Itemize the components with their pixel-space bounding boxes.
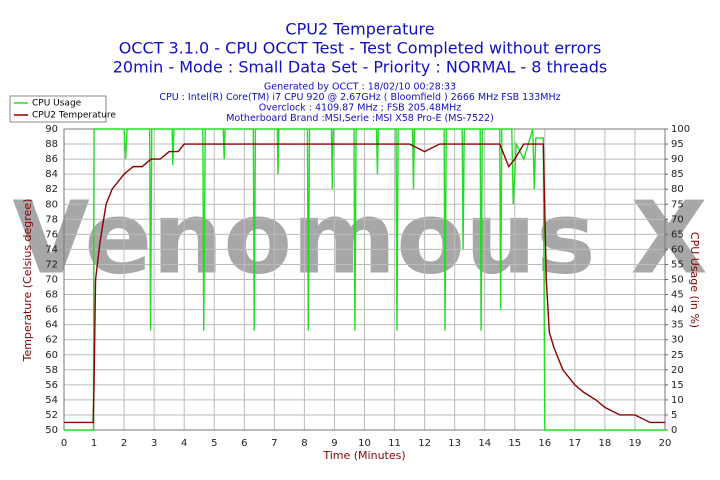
y-tick-label: 90 [45, 124, 58, 135]
legend-label: CPU2 Temperature [32, 111, 116, 121]
y2-tick-label: 40 [671, 305, 684, 316]
y-tick-label: 66 [45, 305, 58, 316]
x-tick-label: 15 [508, 438, 521, 449]
y2-tick-label: 80 [671, 184, 684, 195]
y2-tick-label: 85 [671, 169, 684, 180]
y2-tick-label: 50 [671, 275, 684, 286]
x-tick-label: 14 [478, 438, 491, 449]
y-tick-label: 78 [45, 214, 58, 225]
y2-tick-label: 25 [671, 350, 684, 361]
y2-tick-label: 65 [671, 229, 684, 240]
y-tick-label: 84 [45, 169, 58, 180]
legend-box [9, 95, 107, 123]
y-tick-label: 68 [45, 290, 58, 301]
y2-tick-label: 35 [671, 320, 684, 331]
y-tick-label: 56 [45, 380, 58, 391]
y2-tick-label: 20 [671, 365, 684, 376]
y-axis-label: Temperature (Celsius degree) [21, 199, 34, 363]
y-tick-label: 86 [45, 154, 58, 165]
y2-tick-label: 5 [671, 410, 677, 421]
y-tick-label: 64 [45, 320, 58, 331]
y-tick-label: 74 [45, 244, 58, 255]
x-tick-label: 9 [331, 438, 337, 449]
y2-tick-label: 0 [671, 425, 677, 436]
y-tick-label: 82 [45, 184, 58, 195]
y2-tick-label: 70 [671, 214, 684, 225]
y2-tick-label: 90 [671, 154, 684, 165]
y-tick-label: 62 [45, 335, 58, 346]
x-tick-label: 8 [301, 438, 307, 449]
x-tick-label: 12 [418, 438, 431, 449]
x-tick-label: 3 [151, 438, 157, 449]
y2-tick-label: 55 [671, 259, 684, 270]
watermark: Venomous X [12, 179, 707, 296]
data-line [64, 143, 665, 424]
y-tick-label: 80 [45, 199, 58, 210]
data-line [64, 128, 665, 431]
x-tick-label: 19 [629, 438, 642, 449]
x-tick-label: 17 [568, 438, 581, 449]
chart-subtitle: OCCT 3.1.0 - CPU OCCT Test - Test Comple… [119, 39, 602, 58]
chart-subtitle: 20min - Mode : Small Data Set - Priority… [113, 58, 608, 77]
y2-tick-label: 15 [671, 380, 684, 391]
y2-tick-label: 30 [671, 335, 684, 346]
info-line: CPU : Intel(R) Core(TM) i7 CPU 920 @ 2.6… [159, 92, 560, 103]
info-line: Overclock : 4109.87 MHz ; FSB 205.48MHz [259, 103, 462, 114]
y2-tick-label: 95 [671, 139, 684, 150]
y-tick-label: 50 [45, 425, 58, 436]
x-tick-label: 18 [599, 438, 612, 449]
y2-tick-label: 75 [671, 199, 684, 210]
y-tick-label: 58 [45, 365, 58, 376]
x-tick-label: 11 [388, 438, 401, 449]
y2-axis-label: CPU Usage (in %) [688, 232, 701, 328]
x-tick-label: 13 [448, 438, 461, 449]
chart-title: CPU2 Temperature [285, 20, 434, 39]
legend-label: CPU Usage [32, 99, 82, 109]
info-line: Motherboard Brand :MSI,Serie :MSI X58 Pr… [226, 113, 494, 124]
y2-tick-label: 10 [671, 395, 684, 406]
x-tick-label: 10 [358, 438, 371, 449]
x-axis-label: Time (Minutes) [322, 449, 405, 462]
y-tick-label: 60 [45, 350, 58, 361]
x-tick-label: 7 [271, 438, 277, 449]
y-tick-label: 72 [45, 259, 58, 270]
y2-tick-label: 100 [671, 124, 690, 135]
info-line: Generated by OCCT : 18/02/10 00:28:33 [264, 82, 456, 93]
y-tick-label: 70 [45, 275, 58, 286]
y-tick-label: 54 [45, 395, 58, 406]
y-tick-label: 52 [45, 410, 58, 421]
x-tick-label: 4 [181, 438, 187, 449]
x-tick-label: 20 [659, 438, 672, 449]
x-tick-label: 2 [121, 438, 127, 449]
x-tick-label: 1 [91, 438, 97, 449]
x-tick-label: 0 [61, 438, 67, 449]
y2-tick-label: 60 [671, 244, 684, 255]
x-tick-label: 16 [538, 438, 551, 449]
y-tick-label: 88 [45, 139, 58, 150]
y2-tick-label: 45 [671, 290, 684, 301]
y-tick-label: 76 [45, 229, 58, 240]
x-tick-label: 6 [241, 438, 247, 449]
x-tick-label: 5 [211, 438, 217, 449]
